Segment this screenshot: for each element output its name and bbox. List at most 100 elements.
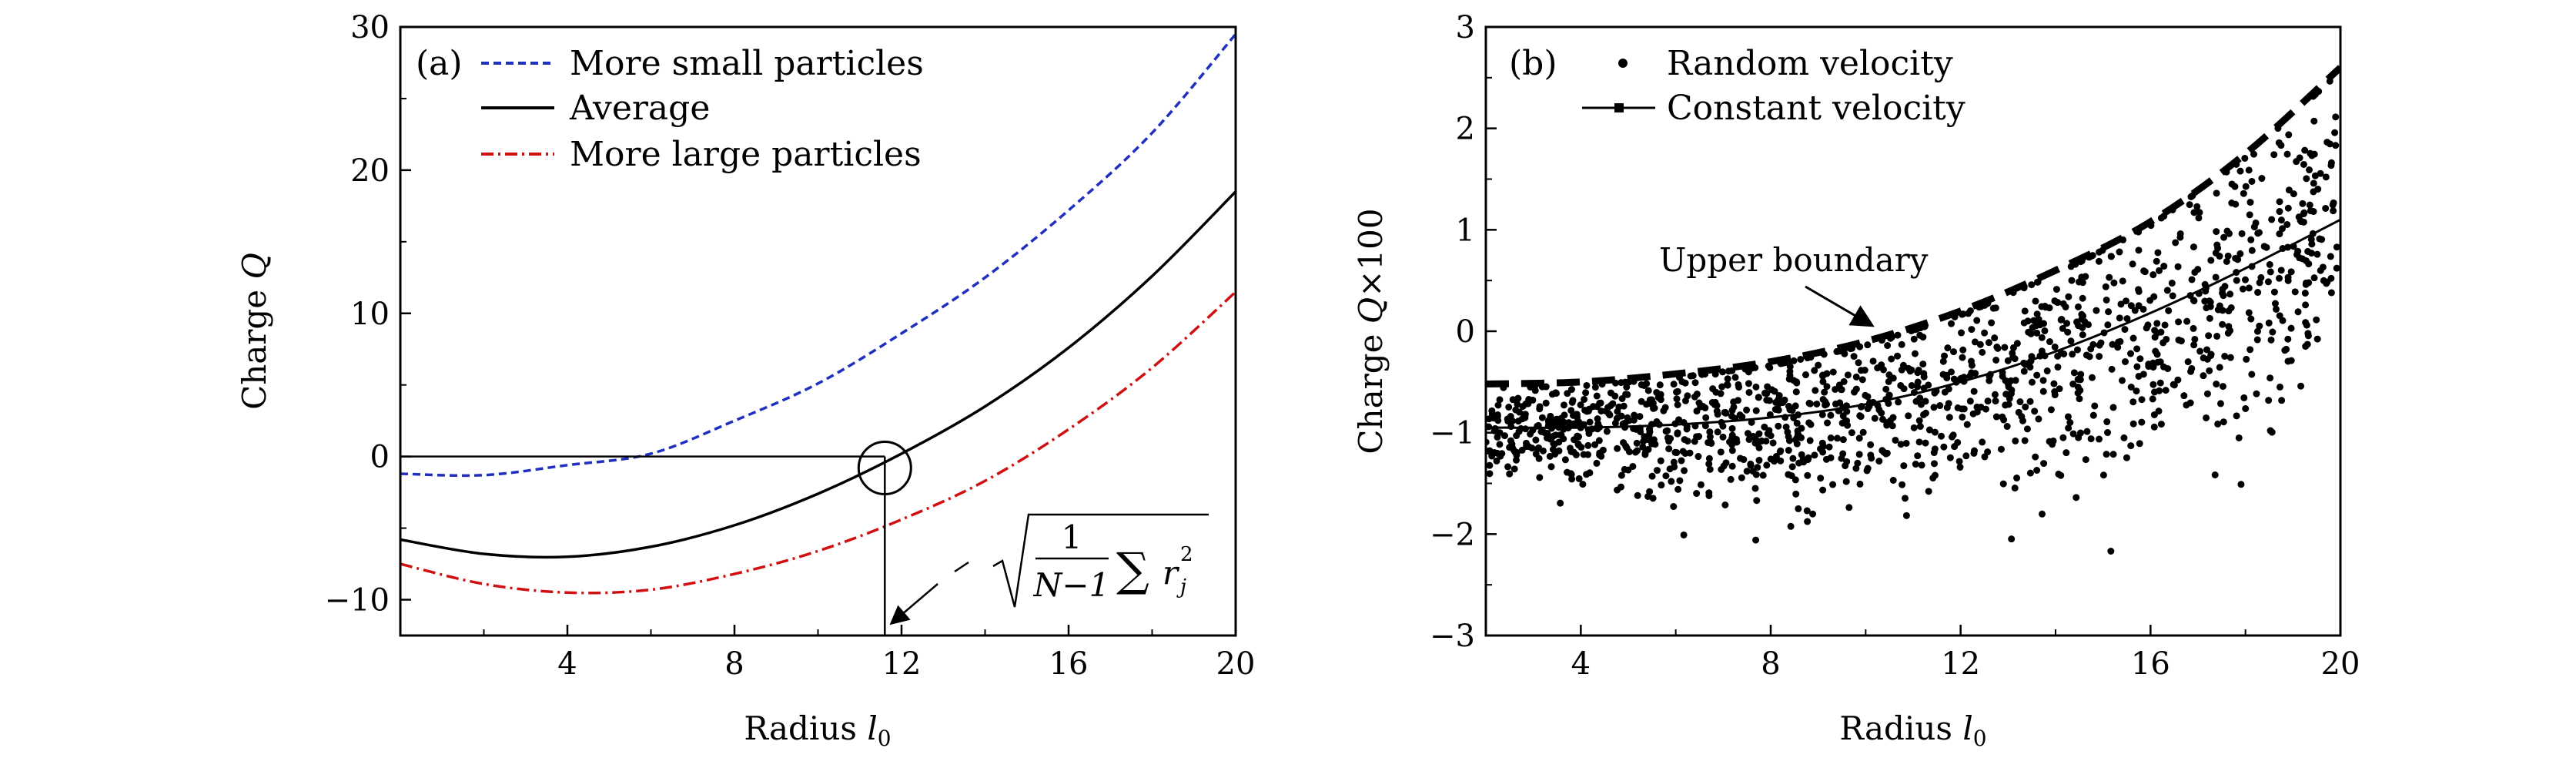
b-scatter-point [2127,442,2135,450]
b-scatter-point [1958,329,1965,337]
b-scatter-point [2252,219,2260,226]
b-scatter-point [1882,385,1890,393]
b-scatter-point [2200,354,2207,362]
b-scatter-point [2294,247,2302,255]
b-scatter-point [2093,307,2100,314]
b-scatter-point [1564,468,1571,476]
b-scatter-point [2267,336,2275,344]
b-scatter-point [2103,451,2110,458]
b-scatter-point [1874,364,1882,372]
b-scatter-point [1724,381,1731,389]
b-annotation: Upper boundary [1659,241,1929,327]
b-scatter-point [1827,434,1835,442]
a-y-tick-label: 0 [370,440,390,475]
b-scatter-point [1641,451,1649,458]
b-scatter-point [1591,441,1599,448]
b-scatter-point [1940,443,1948,451]
b-scatter-point [1673,395,1681,403]
b-scatter-point [2129,260,2136,268]
b-scatter-point [2133,387,2140,395]
b-scatter-point [2165,307,2173,314]
b-scatter-point [2065,293,2073,300]
b-scatter-point [2270,288,2278,296]
b-scatter-point [1991,334,1999,342]
b-scatter-point [1728,447,1736,454]
b-scatter-point [2016,398,2024,406]
b-scatter-point [1662,472,1670,480]
b-scatter-point [2116,314,2123,322]
b-scatter-point [2011,355,2019,363]
b-scatter-point [1981,453,1989,461]
b-scatter-point [2033,310,2041,318]
b-scatter-point [2247,315,2255,323]
b-scatter-point [2240,190,2247,197]
b-scatter-point [1728,424,1736,432]
b-scatter-point [1929,475,1937,482]
b-scatter-point [1845,504,1853,511]
b-scatter-point [2110,279,2118,287]
b-scatter-point [2235,434,2243,441]
b-scatter-point [2068,277,2076,284]
b-scatter-point [2327,274,2335,282]
b-scatter-point [2228,180,2236,188]
b-scatter-point [2240,394,2248,401]
b-scatter-point [1493,457,1500,465]
b-scatter-point [2079,324,2086,331]
b-scatter-point [2136,355,2144,363]
b-scatter-point [1733,438,1741,446]
b-scatter-point [1899,481,1906,488]
a-y-tick-label: 30 [350,10,390,45]
b-scatter-point [2290,190,2297,198]
b-scatter-point [1547,463,1555,471]
b-y-tick-label: 0 [1456,314,1475,350]
a-formula: 1 N−1 ∑ r 2 j [992,513,1209,608]
a-formula-radical [992,513,1209,608]
b-scatter-point [1644,387,1652,394]
b-scatter-point [2041,327,2049,334]
b-scatter-point [1856,412,1864,420]
b-scatter-point [2159,339,2167,347]
b-scatter-point [2294,308,2302,316]
b-scatter-point [2245,309,2253,317]
b-scatter-point [1514,401,1521,408]
b-scatter-point [2064,328,2072,336]
b-scatter-point [2107,253,2115,260]
b-scatter-point [1798,451,1805,458]
b-scatter-point [2327,253,2334,260]
b-scatter-point [1614,444,1621,452]
a-y-tick-label: 20 [350,153,390,189]
b-scatter-point [2029,324,2036,331]
b-scatter-point [1788,463,1796,471]
b-scatter-point [2287,268,2295,276]
b-scatter-point [1510,465,1518,473]
b-scatter-point [1859,428,1867,436]
b-scatter-point [2035,415,2042,423]
b-scatter-point [1752,471,1760,478]
b-scatter-point [1763,390,1771,397]
b-scatter-point [1735,384,1743,391]
b-scatter-point [1486,470,1494,478]
b-scatter-point [1542,399,1550,407]
b-scatter-point [1839,436,1847,444]
b-scatter-point [2164,365,2172,373]
b-scatter-point [2088,374,2096,381]
b-scatter-point [2216,400,2224,408]
b-scatter-point [2153,320,2161,327]
b-scatter-point [2119,277,2126,285]
b-scatter-point [1498,450,1506,458]
b-scatter-point [1886,417,1894,424]
b-scatter-point [1999,480,2007,488]
a-x-tick-label: 20 [1216,646,1256,682]
b-scatter-point [2297,382,2305,390]
b-scatter-point [1914,383,1922,391]
b-scatter-point [2054,364,2062,371]
b-scatter-point [2313,335,2321,343]
b-scatter-point [2150,293,2158,300]
b-scatter-point [1694,453,1702,461]
b-scatter-point [2268,428,2276,436]
b-scatter-point [1956,463,1964,471]
b-scatter-point [1748,418,1755,426]
b-scatter-point [1656,381,1664,389]
b-scatter-point [2248,177,2256,185]
b-scatter-point [1714,428,1721,436]
